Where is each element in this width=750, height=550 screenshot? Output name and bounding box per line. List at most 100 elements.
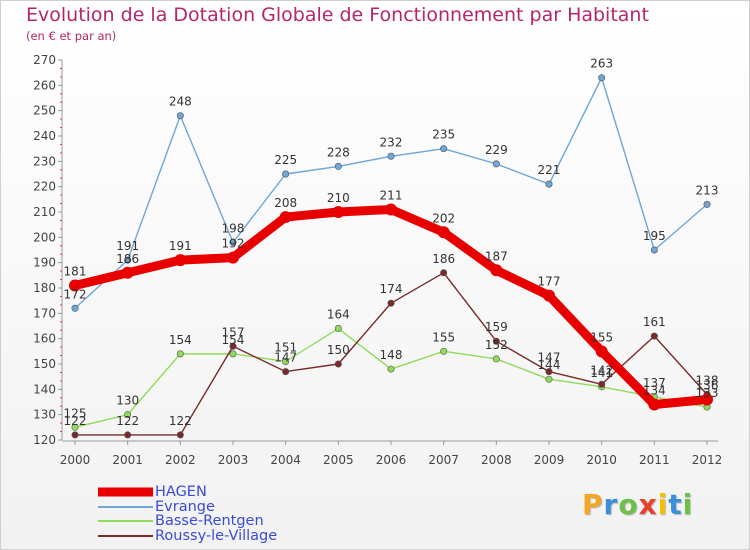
data-label: 122 [116, 414, 139, 428]
legend-swatch [98, 520, 153, 522]
data-label: 154 [169, 333, 192, 347]
y-tick-label: 260 [33, 78, 56, 92]
logo-letter: P [582, 488, 604, 521]
data-label: 186 [432, 252, 455, 266]
data-point [72, 305, 78, 311]
data-label: 157 [222, 325, 245, 339]
data-label: 148 [380, 348, 403, 362]
data-point [704, 201, 710, 207]
data-label: 122 [169, 414, 192, 428]
data-label: 187 [485, 249, 508, 263]
data-label: 225 [274, 153, 297, 167]
data-point [280, 211, 292, 223]
x-tick-label: 2010 [586, 453, 617, 467]
data-label: 137 [643, 376, 666, 390]
y-tick-label: 200 [33, 230, 56, 244]
data-label: 133 [696, 386, 719, 400]
logo-letter: r [604, 488, 619, 521]
data-label: 186 [116, 252, 139, 266]
data-point [493, 356, 499, 362]
line-chart: 1201301401501601701801902002102202302402… [0, 0, 750, 480]
data-point [335, 163, 341, 169]
x-tick-label: 2001 [112, 453, 143, 467]
data-label: 191 [169, 239, 192, 253]
data-label: 229 [485, 143, 508, 157]
y-tick-label: 240 [33, 129, 56, 143]
data-point [648, 399, 660, 411]
data-label: 172 [64, 287, 87, 301]
data-label: 235 [432, 128, 455, 142]
data-label: 161 [643, 315, 666, 329]
data-point [388, 153, 394, 159]
data-point [596, 345, 608, 357]
data-point [122, 267, 134, 279]
data-label: 147 [538, 351, 561, 365]
x-tick-label: 2007 [428, 453, 459, 467]
data-point [388, 300, 394, 306]
y-tick-label: 270 [33, 53, 56, 67]
y-tick-label: 120 [33, 433, 56, 447]
data-point [282, 368, 288, 374]
data-label: 232 [380, 135, 403, 149]
data-label: 192 [222, 237, 245, 251]
data-label: 208 [274, 196, 297, 210]
legend-swatch [98, 506, 153, 508]
y-tick-label: 130 [33, 408, 56, 422]
data-point [388, 366, 394, 372]
legend-item: Basse-Rentgen [98, 514, 338, 529]
y-tick-label: 140 [33, 382, 56, 396]
logo-letter: o [618, 488, 638, 521]
data-label: 248 [169, 95, 192, 109]
data-point [177, 351, 183, 357]
data-point [440, 348, 446, 354]
data-label: 263 [590, 57, 613, 71]
data-label: 150 [327, 343, 350, 357]
data-point [174, 254, 186, 266]
y-tick-label: 210 [33, 205, 56, 219]
logo-letter: i [658, 488, 669, 521]
x-tick-label: 2004 [270, 453, 301, 467]
data-point [72, 432, 78, 438]
data-point [598, 75, 604, 81]
data-point [651, 333, 657, 339]
x-tick-label: 2002 [165, 453, 196, 467]
data-point [230, 351, 236, 357]
logo-letter: t [668, 488, 682, 521]
data-label: 202 [432, 211, 455, 225]
legend-swatch [98, 488, 153, 497]
x-tick-label: 2006 [376, 453, 407, 467]
data-label: 211 [380, 188, 403, 202]
data-point [598, 381, 604, 387]
data-label: 213 [696, 183, 719, 197]
data-label: 198 [222, 221, 245, 235]
data-point [651, 247, 657, 253]
legend-swatch [98, 535, 153, 537]
data-label: 152 [485, 338, 508, 352]
data-point [282, 171, 288, 177]
data-point [546, 181, 552, 187]
data-label: 147 [274, 351, 297, 365]
proxiti-logo: Proxiti [582, 488, 693, 521]
y-tick-label: 150 [33, 357, 56, 371]
data-point [335, 325, 341, 331]
logo-letter: i [683, 488, 694, 521]
data-label: 138 [696, 373, 719, 387]
logo-letter: x [639, 488, 658, 521]
data-point [335, 361, 341, 367]
y-tick-label: 180 [33, 281, 56, 295]
data-point [227, 252, 239, 264]
x-tick-label: 2012 [692, 453, 723, 467]
data-point [177, 432, 183, 438]
x-tick-label: 2005 [323, 453, 354, 467]
y-tick-label: 170 [33, 306, 56, 320]
data-label: 155 [590, 330, 613, 344]
data-point [543, 290, 555, 302]
data-label: 130 [116, 394, 139, 408]
data-label: 174 [380, 282, 403, 296]
data-label: 177 [538, 275, 561, 289]
data-point [332, 206, 344, 218]
legend-item: Roussy-le-Village [98, 529, 338, 544]
data-label: 210 [327, 191, 350, 205]
y-tick-label: 230 [33, 154, 56, 168]
data-label: 155 [432, 330, 455, 344]
